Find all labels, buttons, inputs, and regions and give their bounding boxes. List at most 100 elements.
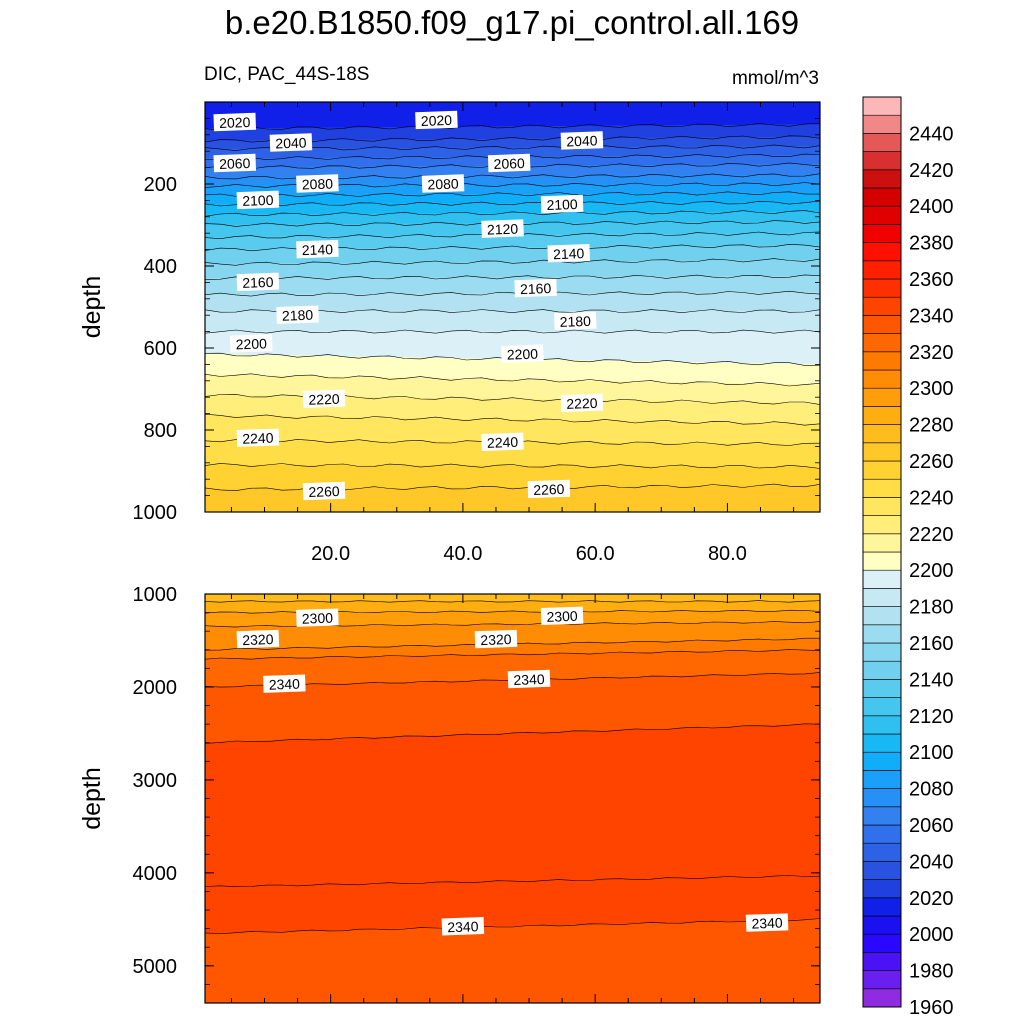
contour-label-text: 2220 [566, 395, 598, 412]
x-tick-label: 60.0 [576, 543, 615, 565]
contour-line [205, 463, 820, 469]
colorbar-box [862, 515, 902, 535]
y-tick-label: 3000 [133, 770, 178, 792]
contour-label-text: 2160 [242, 274, 274, 291]
contour-band [205, 415, 820, 445]
colorbar-box [862, 242, 902, 262]
contour-label: 2200 [501, 344, 544, 363]
contour-label: 2300 [540, 606, 584, 626]
contour-label-text: 2260 [308, 483, 340, 500]
colorbar-box [862, 442, 902, 462]
contour-band [205, 439, 820, 468]
plot-area: 2020 2020 2040 2040 2060 2060 2080 2080 2100 2100… [205, 102, 820, 512]
colorbar-box [862, 660, 902, 680]
colorbar-box [862, 770, 902, 789]
colorbar-label: 1960 [909, 997, 954, 1019]
contour-label: 2340 [745, 913, 789, 932]
contour-label-text: 2200 [235, 335, 267, 352]
contour-label: 2200 [229, 334, 273, 353]
colorbar-label: 2200 [909, 560, 954, 582]
colorbar-label: 2160 [909, 633, 954, 655]
contour-label-text: 2200 [507, 346, 539, 363]
contour-label-text: 2140 [302, 241, 334, 258]
contour-label-text: 2340 [513, 671, 545, 688]
contour-label-bg [269, 133, 313, 152]
colorbar-box [862, 879, 902, 899]
colorbar-label: 2220 [909, 524, 954, 546]
colorbar-box [862, 624, 902, 644]
contour-label: 2320 [474, 629, 518, 649]
colorbar-box [862, 260, 902, 280]
contour-line [205, 191, 820, 197]
y-tick-label: 200 [144, 174, 177, 196]
colorbar-box [862, 151, 902, 171]
colorbar-box [862, 842, 902, 862]
colorbar-box [862, 606, 902, 626]
colorbar-label: 2360 [909, 269, 954, 291]
contour-band [205, 275, 820, 295]
colorbar-box [862, 96, 902, 116]
contour-line [205, 122, 820, 131]
colorbar-label: 2080 [909, 779, 954, 801]
contour-label-text: 2320 [242, 631, 274, 648]
contour-label-text: 2120 [487, 221, 519, 238]
contour-label-bg [213, 112, 257, 132]
contour-label-bg [236, 629, 280, 649]
colorbar-label: 2380 [909, 233, 954, 255]
colorbar-label: 2260 [909, 451, 954, 473]
colorbar-box [862, 478, 902, 498]
contour-label: 2140 [296, 239, 339, 259]
colorbar-box [862, 424, 902, 444]
colorbar-label: 2300 [909, 378, 954, 400]
contour-label-bg [554, 311, 597, 331]
contour-label: 2240 [481, 432, 524, 452]
contour-line [205, 723, 820, 744]
colorbar-label: 2280 [909, 415, 954, 437]
colorbar-box [862, 733, 902, 753]
contour-band [205, 232, 820, 250]
contour-label-bg [547, 243, 590, 263]
contour-label-bg [302, 481, 346, 501]
contour-label-text: 2080 [302, 175, 334, 192]
colorbar-label: 1980 [909, 961, 954, 983]
contour-line [205, 918, 820, 935]
contour-line [205, 600, 820, 603]
colorbar-frame [862, 96, 902, 1008]
contour-label-bg [507, 669, 551, 689]
contour-band [205, 136, 820, 150]
contour-band [205, 374, 820, 404]
contour-label-bg [540, 606, 584, 626]
x-tick-label: 40.0 [443, 543, 482, 565]
contour-label-text: 2100 [242, 192, 274, 209]
contour-label-bg [441, 917, 485, 936]
contour-label-text: 2220 [308, 391, 340, 408]
colorbar-label: 2040 [909, 851, 954, 873]
contour-label-bg [540, 194, 584, 214]
contour-line [205, 413, 820, 426]
colorbar-box [862, 679, 902, 698]
contour-band [205, 310, 820, 332]
contour-label-bg [296, 608, 339, 627]
contour-band [205, 202, 820, 216]
contour-band [205, 601, 820, 613]
contour-label-text: 2100 [546, 196, 578, 213]
colorbar-box [862, 824, 902, 844]
contour-label-text: 2240 [242, 430, 274, 447]
contour-label-text: 2040 [275, 134, 307, 151]
contour-label: 2340 [263, 674, 306, 693]
contour-label-text: 2300 [302, 610, 334, 627]
contour-label-bg [276, 305, 319, 324]
contour-band [205, 919, 820, 1003]
y-tick-label: 2000 [133, 677, 178, 699]
colorbar-box [862, 697, 902, 717]
contour-label-text: 2180 [559, 313, 591, 330]
contour-label: 2100 [236, 190, 280, 210]
contour-label-bg [236, 190, 280, 210]
variable-region-label: DIC, PAC_44S-18S [204, 64, 370, 85]
contour-label-text: 2060 [219, 155, 251, 172]
colorbar-box [862, 278, 902, 298]
y-tick-label: 400 [144, 256, 177, 278]
contour-label: 2220 [302, 389, 346, 408]
contour-band [205, 394, 820, 425]
